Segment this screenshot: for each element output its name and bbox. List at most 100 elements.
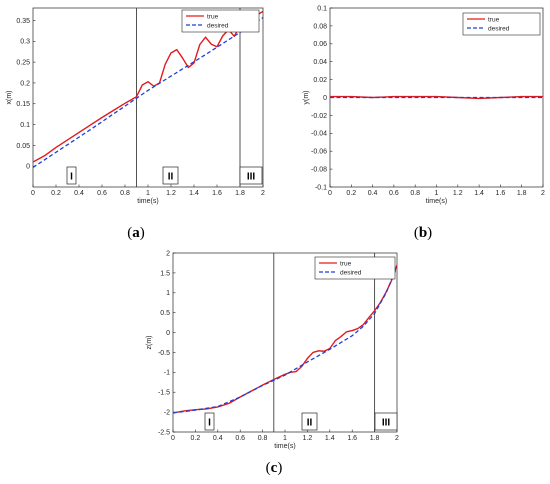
y-tick-label: 0.06: [313, 41, 327, 48]
y-tick-label: 0.15: [16, 101, 30, 108]
x-tick-label: 1.8: [235, 190, 245, 197]
x-axis-label: time(s): [426, 198, 447, 205]
y-tick-label: 0.1: [20, 122, 30, 129]
region-label-box: [301, 412, 318, 431]
x-tick-label: 1.6: [347, 435, 357, 442]
legend-label: true: [340, 260, 352, 267]
x-tick-label: 1: [283, 435, 287, 442]
y-tick-label: -0.08: [311, 167, 327, 174]
chart-b: 0 0.2 0.4 0.6 0.8 1 1.2 1.4 1.6 1.8 2 -0.1 -0.08 -0.0…: [303, 5, 545, 241]
region-label-box: [374, 412, 398, 431]
y-tick-label: 2: [166, 250, 170, 257]
caption-letter: a: [132, 225, 140, 241]
x-tick-label: 0.6: [389, 190, 399, 197]
x-tick-label: 0.8: [258, 435, 268, 442]
y-axis-label: z(m): [146, 336, 153, 350]
x-tick-label: 1.6: [496, 190, 506, 197]
x-tick-label: 1: [435, 190, 439, 197]
x-tick-label: 1.4: [189, 190, 199, 197]
legend-label: desired: [340, 269, 362, 276]
y-tick-label: 0.5: [160, 310, 170, 317]
chart-c: 0 0.2 0.4 0.6 0.8 1 1.2 1.4 1.6 1.8 2 -2.5 -2 -1.5 -1 -…: [146, 250, 399, 476]
y-tick-label: -0.1: [315, 184, 327, 191]
x-tick-label: 0.2: [191, 435, 201, 442]
figure-caption: (b): [414, 225, 432, 241]
region-label: I: [208, 418, 211, 429]
series-line-true: [173, 264, 397, 414]
series-line-true: [33, 10, 263, 163]
region-label-box: [239, 166, 263, 185]
chart-a: 0 0.2 0.4 0.6 0.8 1 1.2 1.4 1.6 1.8 2 0 0.05 0.1 0.15 0…: [6, 7, 265, 241]
region-label-box: [162, 166, 179, 185]
series-line-desired: [173, 266, 397, 414]
y-tick-label: -0.06: [311, 149, 327, 156]
y-axis-label: x(m): [6, 91, 13, 105]
y-tick-label: 0: [26, 164, 30, 171]
x-tick-label: 1.2: [166, 190, 176, 197]
y-tick-label: 0: [323, 95, 327, 102]
x-tick-label: 1.2: [453, 190, 463, 197]
y-tick-label: 0.3: [20, 39, 30, 46]
x-tick-label: 1.8: [370, 435, 380, 442]
y-tick-label: 1.5: [160, 270, 170, 277]
x-tick-label: 2: [395, 435, 399, 442]
y-tick-label: 0.35: [16, 18, 30, 25]
y-tick-label: 0.25: [16, 60, 30, 67]
y-tick-label: -1.5: [158, 390, 170, 397]
y-tick-label: 0.02: [313, 77, 327, 84]
region-label-box: [66, 166, 77, 185]
x-axis-label: time(s): [274, 443, 295, 450]
y-tick-label: 0.1: [317, 5, 327, 12]
x-tick-label: 1.6: [212, 190, 222, 197]
region-label: I: [70, 172, 73, 183]
region-label-box: [204, 412, 215, 431]
region-label: III: [247, 172, 256, 183]
plot-area: [172, 252, 398, 433]
x-tick-label: 1.4: [325, 435, 335, 442]
region-label: III: [382, 418, 391, 429]
x-tick-label: 0.6: [97, 190, 107, 197]
caption-letter: c: [271, 460, 278, 476]
x-tick-label: 0.4: [368, 190, 378, 197]
y-tick-label: 0.08: [313, 23, 327, 30]
legend-label: true: [207, 13, 219, 20]
y-tick-label: -1: [164, 370, 170, 377]
x-tick-label: 0.2: [51, 190, 61, 197]
x-axis-label: time(s): [137, 198, 158, 205]
y-tick-label: 0: [166, 330, 170, 337]
y-tick-label: -0.5: [158, 350, 170, 357]
x-tick-label: 2: [541, 190, 545, 197]
x-tick-label: 0.6: [235, 435, 245, 442]
region-label: II: [168, 172, 174, 183]
y-tick-label: 0.04: [313, 59, 327, 66]
x-tick-label: 1.2: [303, 435, 313, 442]
figure-caption: (c): [266, 460, 283, 476]
x-tick-label: 0.4: [74, 190, 84, 197]
y-tick-label: -2: [164, 410, 170, 417]
y-tick-label: 0.2: [20, 80, 30, 87]
x-tick-label: 0.8: [410, 190, 420, 197]
y-tick-label: -0.04: [311, 131, 327, 138]
series-line-desired: [33, 17, 263, 168]
x-tick-label: 0.8: [120, 190, 130, 197]
x-tick-label: 1.4: [474, 190, 484, 197]
y-tick-label: -0.02: [311, 113, 327, 120]
x-tick-label: 0: [171, 435, 175, 442]
x-tick-label: 2: [261, 190, 265, 197]
caption-letter: b: [419, 225, 427, 241]
y-tick-label: -2.5: [158, 429, 170, 436]
y-tick-label: 0.05: [16, 143, 30, 150]
figure-caption: (a): [127, 225, 145, 241]
x-tick-label: 0.4: [213, 435, 223, 442]
plot-area: [32, 7, 264, 188]
y-tick-label: 1: [166, 290, 170, 297]
x-tick-label: 0: [31, 190, 35, 197]
legend-label: true: [488, 16, 500, 23]
region-label: II: [307, 418, 313, 429]
x-tick-label: 0: [328, 190, 332, 197]
x-tick-label: 1: [146, 190, 150, 197]
legend-label: desired: [207, 22, 229, 29]
legend-label: desired: [488, 25, 510, 32]
x-tick-label: 1.8: [517, 190, 527, 197]
